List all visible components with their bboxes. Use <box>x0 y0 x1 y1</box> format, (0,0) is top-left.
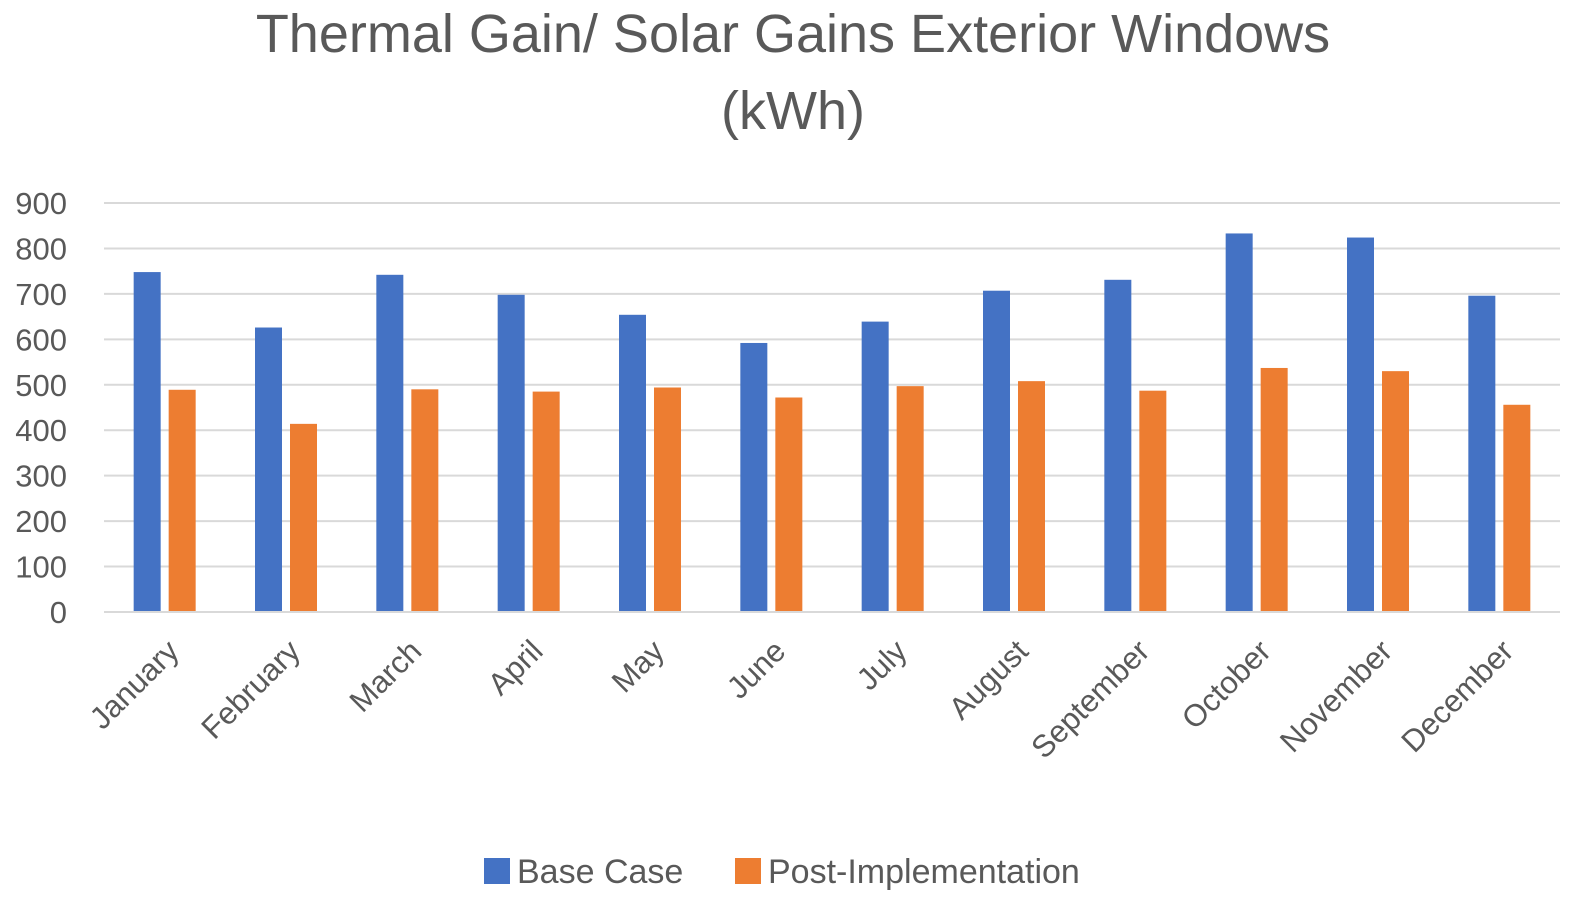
x-category-label-september: September <box>1024 633 1156 765</box>
bar-base-case-june <box>740 342 768 612</box>
y-tick-label-600: 600 <box>15 322 67 357</box>
bar-base-case-october <box>1225 233 1253 612</box>
legend-label-base-case: Base Case <box>517 853 683 891</box>
legend-swatch-post-implementation <box>735 858 761 884</box>
x-category-label-february: February <box>194 633 307 746</box>
x-category-label-november: November <box>1273 633 1399 759</box>
bar-post-implementation-september <box>1139 390 1167 612</box>
bar-post-implementation-january <box>168 389 196 612</box>
x-category-label-march: March <box>343 633 429 719</box>
bar-post-implementation-december <box>1503 404 1531 612</box>
legend: Base Case Post-Implementation <box>484 853 1080 891</box>
chart-title: Thermal Gain/ Solar Gains Exterior Windo… <box>256 4 1330 141</box>
y-tick-label-800: 800 <box>15 231 67 266</box>
bar-post-implementation-november <box>1382 371 1409 612</box>
bars <box>104 233 1560 613</box>
chart-title-line-1: Thermal Gain/ Solar Gains Exterior Windo… <box>256 4 1330 64</box>
bar-post-implementation-july <box>896 386 924 612</box>
y-tick-label-500: 500 <box>15 368 67 403</box>
legend-label-post-implementation: Post-Implementation <box>768 853 1080 891</box>
y-tick-label-200: 200 <box>15 504 67 539</box>
bar-base-case-march <box>376 274 404 612</box>
bar-post-implementation-august <box>1018 381 1045 612</box>
y-tick-label-400: 400 <box>15 413 67 448</box>
y-tick-label-100: 100 <box>15 550 67 585</box>
bar-base-case-february <box>255 327 282 612</box>
y-tick-label-300: 300 <box>15 459 67 494</box>
bar-base-case-january <box>133 272 161 612</box>
x-category-label-october: October <box>1175 633 1278 736</box>
bar-base-case-august <box>983 290 1010 612</box>
chart-title-line-2: (kWh) <box>721 81 865 141</box>
x-category-label-may: May <box>605 633 672 700</box>
legend-swatch-base-case <box>484 858 510 884</box>
bar-base-case-november <box>1347 237 1374 612</box>
y-axis-tick-labels: 0 100 200 300 400 500 600 700 800 900 <box>15 186 67 630</box>
bar-post-implementation-october <box>1260 367 1288 612</box>
x-category-label-december: December <box>1394 633 1520 759</box>
bar-base-case-july <box>861 321 889 612</box>
bar-post-implementation-april <box>532 391 560 612</box>
bar-base-case-april <box>497 294 525 612</box>
y-tick-label-0: 0 <box>50 595 67 630</box>
bar-post-implementation-february <box>290 423 317 612</box>
bar-post-implementation-may <box>654 387 681 612</box>
bar-base-case-september <box>1104 279 1132 612</box>
y-tick-label-700: 700 <box>15 277 67 312</box>
x-category-label-august: August <box>942 633 1035 726</box>
bar-base-case-december <box>1468 295 1496 612</box>
bar-base-case-may <box>619 314 646 612</box>
x-category-label-july: July <box>850 633 914 697</box>
gridlines <box>104 202 1560 613</box>
x-category-label-january: January <box>83 633 186 736</box>
bar-post-implementation-march <box>411 389 439 612</box>
x-category-label-april: April <box>481 633 550 702</box>
x-axis-category-labels: January February March April May June July Augu… <box>83 633 1520 765</box>
bar-post-implementation-june <box>775 397 803 612</box>
x-category-label-june: June <box>720 633 792 705</box>
y-tick-label-900: 900 <box>15 186 67 221</box>
